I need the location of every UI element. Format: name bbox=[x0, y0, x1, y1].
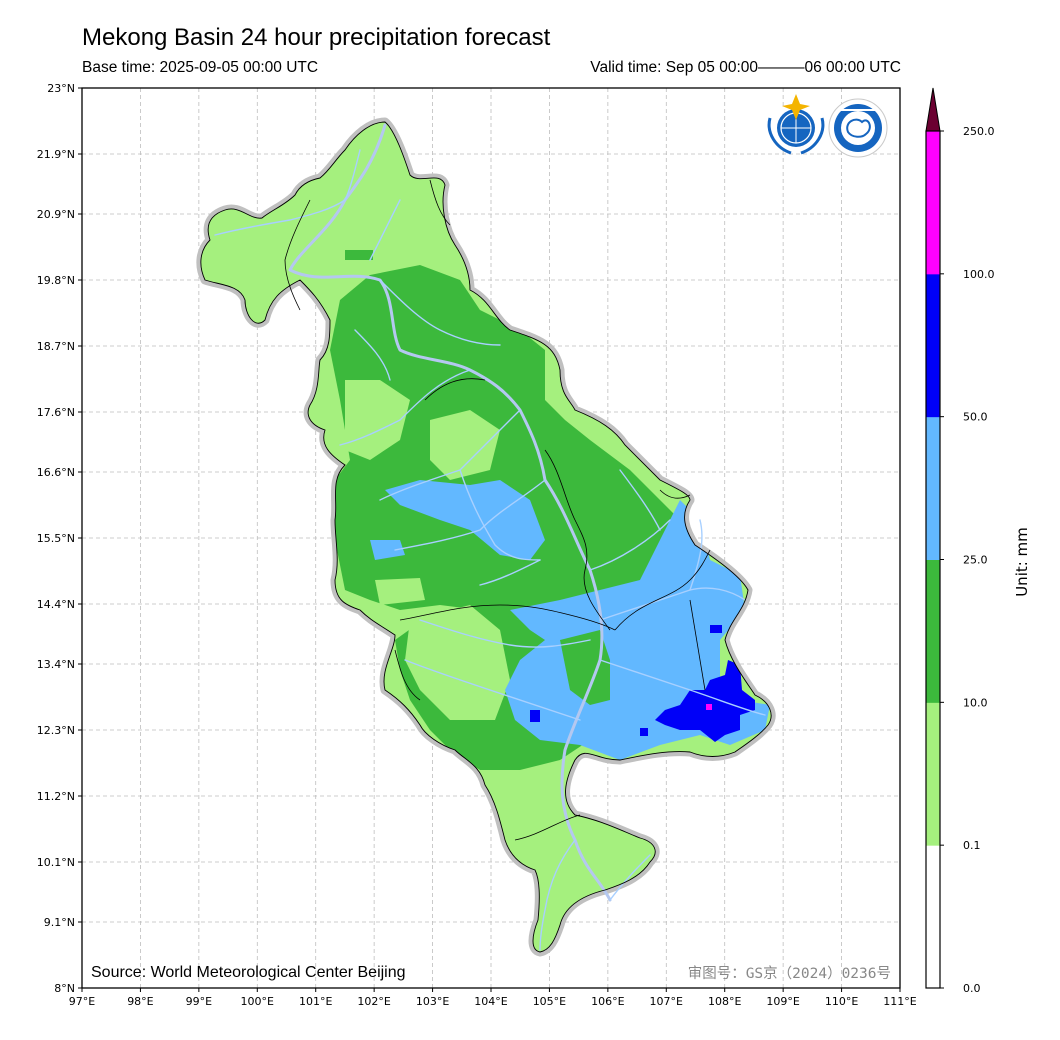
tributary bbox=[214, 199, 346, 236]
tributary bbox=[369, 199, 401, 261]
precip-zone-blue bbox=[655, 660, 755, 742]
y-tick-label: 14.4°N bbox=[37, 598, 75, 611]
precip-zone-blue-small-2 bbox=[640, 728, 648, 736]
basin-outline bbox=[200, 121, 772, 953]
precip-zone-lightgreen-1 bbox=[345, 380, 410, 460]
y-tick-label: 16.6°N bbox=[37, 466, 75, 479]
x-tick-label: 102°E bbox=[357, 995, 390, 1008]
colorbar-segment bbox=[926, 702, 940, 846]
x-tick-label: 107°E bbox=[650, 995, 683, 1008]
x-tick-label: 109°E bbox=[766, 995, 799, 1008]
y-axis: 23°N 21.9°N 20.9°N 19.8°N 18.7°N 17.6°N 16.6°N… bbox=[37, 82, 82, 995]
precip-zone-green-small bbox=[345, 250, 373, 260]
y-tick-label: 18.7°N bbox=[37, 340, 75, 353]
valid-time: Valid time: Sep 05 00:00———06 00:00 UTC bbox=[590, 59, 901, 76]
border-line bbox=[429, 179, 451, 226]
x-tick-label: 98°E bbox=[127, 995, 153, 1008]
cma-logo bbox=[828, 98, 888, 158]
border-line bbox=[514, 814, 581, 841]
wmo-logo bbox=[767, 94, 825, 155]
colorbar-segment bbox=[926, 845, 940, 989]
colorbar-tick-label: 50.0 bbox=[963, 411, 988, 424]
precip-zone-blue-small-3 bbox=[710, 625, 722, 633]
border-line bbox=[284, 199, 311, 311]
x-tick-label: 111°E bbox=[883, 995, 916, 1008]
y-tick-label: 15.5°N bbox=[37, 532, 75, 545]
precip-zone-lightgreen-3 bbox=[405, 605, 510, 720]
colorbar: 0.0 0.1 10.0 25.0 50.0 100.0 250.0 bbox=[925, 87, 995, 995]
tributary bbox=[689, 519, 703, 591]
tributary bbox=[419, 619, 591, 648]
x-tick-label: 101°E bbox=[299, 995, 332, 1008]
tributary bbox=[609, 854, 651, 901]
y-tick-label: 19.8°N bbox=[37, 274, 75, 287]
colorbar-tick-label: 0.0 bbox=[963, 982, 981, 995]
base-time: Base time: 2025-09-05 00:00 UTC bbox=[82, 59, 319, 76]
x-tick-label: 104°E bbox=[474, 995, 507, 1008]
precip-zone-green-inside bbox=[560, 630, 610, 705]
x-tick-label: 100°E bbox=[241, 995, 274, 1008]
colorbar-segment bbox=[926, 416, 940, 560]
precip-zone-lightgreen-4 bbox=[375, 578, 425, 605]
x-tick-label: 99°E bbox=[186, 995, 212, 1008]
border-line bbox=[399, 604, 616, 631]
x-tick-label: 110°E bbox=[825, 995, 858, 1008]
precip-zone-lightblue-center bbox=[385, 480, 545, 560]
colorbar-segment bbox=[926, 131, 940, 275]
source-label: Source: World Meteorological Center Beij… bbox=[91, 964, 406, 981]
x-tick-label: 108°E bbox=[708, 995, 741, 1008]
country-borders bbox=[284, 179, 711, 841]
tributary bbox=[619, 469, 661, 531]
colorbar-label: Unit: mm bbox=[1013, 527, 1031, 597]
y-tick-label: 8°N bbox=[54, 982, 75, 995]
river-network bbox=[214, 123, 766, 951]
colorbar-segment bbox=[926, 273, 940, 418]
approval-number: 审图号：GS京（2024）0236号 bbox=[688, 965, 891, 982]
precip-zone-lightblue-west bbox=[370, 540, 405, 560]
y-tick-label: 12.3°N bbox=[37, 724, 75, 737]
precip-zone-blue-small-1 bbox=[530, 710, 540, 722]
y-tick-label: 11.2°N bbox=[37, 790, 75, 803]
border-line bbox=[614, 549, 711, 631]
precip-zone-lightgreen-2 bbox=[430, 410, 500, 480]
x-tick-label: 97°E bbox=[69, 995, 95, 1008]
y-tick-label: 9.1°N bbox=[44, 916, 75, 929]
colorbar-tick-label: 250.0 bbox=[963, 125, 995, 138]
tributary bbox=[354, 329, 391, 381]
tributary bbox=[404, 659, 581, 721]
colorbar-tick-label: 10.0 bbox=[963, 696, 988, 709]
y-tick-label: 10.1°N bbox=[37, 856, 75, 869]
border-line bbox=[689, 599, 706, 691]
x-tick-label: 106°E bbox=[591, 995, 624, 1008]
colorbar-tick-label: 0.1 bbox=[963, 839, 981, 852]
x-tick-label: 103°E bbox=[416, 995, 449, 1008]
tributary bbox=[589, 519, 671, 571]
y-tick-label: 23°N bbox=[47, 82, 75, 95]
precip-zone-magenta bbox=[706, 704, 712, 710]
tributary bbox=[379, 279, 501, 346]
y-tick-label: 21.9°N bbox=[37, 148, 75, 161]
tributary bbox=[339, 369, 471, 446]
colorbar-tick-label: 100.0 bbox=[963, 268, 995, 281]
mekong-basin bbox=[196, 117, 776, 957]
tributary bbox=[394, 479, 546, 551]
colorbar-tick-label: 25.0 bbox=[963, 554, 988, 567]
map-title: Mekong Basin 24 hour precipitation forec… bbox=[82, 24, 551, 51]
x-tick-label: 105°E bbox=[533, 995, 566, 1008]
y-tick-label: 13.4°N bbox=[37, 658, 75, 671]
border-line bbox=[544, 449, 611, 631]
y-tick-label: 17.6°N bbox=[37, 406, 75, 419]
y-tick-label: 20.9°N bbox=[37, 208, 75, 221]
tributary bbox=[344, 149, 361, 201]
border-line bbox=[394, 649, 421, 701]
border-line bbox=[424, 378, 486, 401]
tributary bbox=[539, 839, 576, 951]
tributary bbox=[599, 659, 766, 716]
tributary bbox=[459, 469, 541, 561]
tributary bbox=[479, 559, 541, 586]
colorbar-extend-arrow bbox=[925, 87, 941, 132]
x-axis: 97°E 98°E 99°E 100°E 101°E 102°E 103°E 104°E 105… bbox=[69, 988, 917, 1008]
colorbar-segment bbox=[926, 559, 940, 703]
